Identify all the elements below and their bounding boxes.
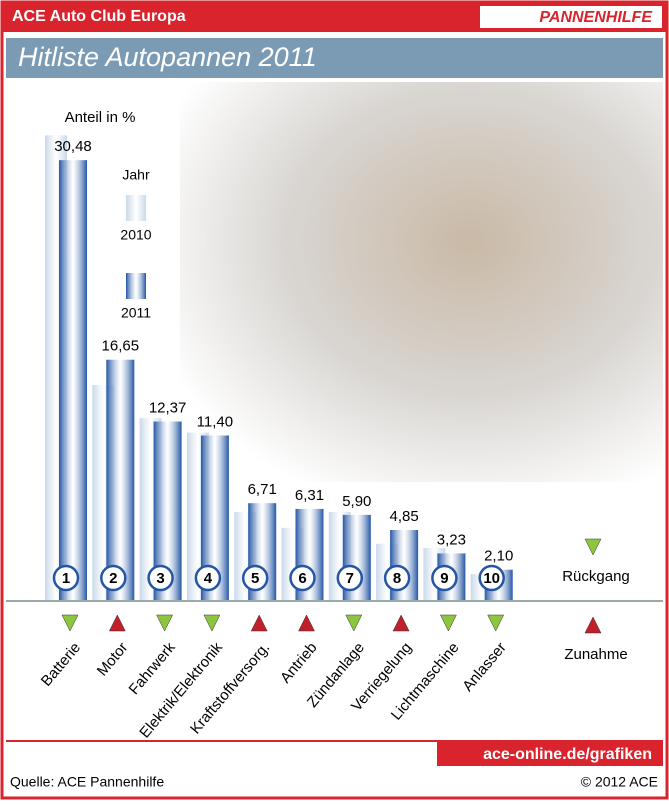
- trend-marker: [298, 614, 315, 632]
- rank: 7: [346, 570, 354, 587]
- bar-2011: [59, 160, 87, 601]
- rank-badge: [147, 564, 174, 592]
- trend-legend-marker: [584, 538, 602, 556]
- rank-badge: [100, 564, 127, 592]
- photo: [180, 82, 663, 482]
- section-box: [480, 6, 662, 28]
- value-label: 2,10: [484, 548, 513, 565]
- value-label: 6,31: [295, 487, 324, 504]
- trend-marker: [392, 614, 410, 632]
- trend-legend-label: Rückgang: [562, 568, 630, 585]
- rank: 4: [204, 570, 213, 587]
- value-label: 3,23: [437, 531, 466, 548]
- legend-title: Jahr: [122, 167, 150, 183]
- value-label: 11,40: [197, 413, 233, 430]
- value-label: 4,85: [389, 508, 418, 525]
- trend-marker: [61, 614, 79, 632]
- legend-swatch: [126, 273, 146, 299]
- rank: 2: [109, 570, 117, 587]
- section: PANNENHILFE: [539, 9, 653, 26]
- value-label: 5,90: [342, 493, 371, 510]
- rank-badge: [478, 564, 505, 592]
- legend-swatch: [126, 195, 146, 221]
- rank: 8: [393, 570, 401, 587]
- legend-label: 2011: [121, 305, 151, 321]
- trend-marker: [250, 614, 268, 632]
- copyright: © 2012 ACE: [581, 774, 658, 790]
- value-label: 16,65: [102, 338, 140, 355]
- trend-legend-label: Zunahme: [564, 646, 627, 663]
- value-label: 30,48: [54, 138, 92, 155]
- value-label: 6,71: [248, 481, 277, 498]
- trend-legend-marker: [584, 616, 602, 634]
- rank-badge: [336, 564, 364, 592]
- rank-badge: [431, 564, 458, 592]
- rank-badge: [52, 564, 80, 592]
- rank: 1: [62, 570, 70, 587]
- source: Quelle: ACE Pannenhilfe: [10, 774, 164, 790]
- title-bar: [6, 38, 663, 78]
- trend-marker: [108, 614, 126, 632]
- trend-marker: [439, 614, 457, 632]
- brand: ACE Auto Club Europa: [12, 8, 186, 25]
- footer-line: [6, 740, 663, 742]
- baseline: [6, 600, 663, 602]
- rank: 3: [156, 570, 164, 587]
- y-label: Anteil in %: [65, 109, 136, 126]
- legend-label: 2010: [120, 227, 151, 243]
- rank-badge: [289, 564, 316, 592]
- chart-title: Hitliste Autopannen 2011: [18, 42, 317, 72]
- rank: 5: [251, 570, 259, 587]
- rank: 10: [483, 570, 500, 587]
- rank-badge: [194, 564, 222, 592]
- rank: 9: [440, 570, 448, 587]
- rank: 6: [298, 570, 306, 587]
- trend-marker: [345, 614, 363, 632]
- rank-badge: [383, 564, 411, 592]
- trend-marker: [203, 614, 221, 632]
- url-box: [437, 742, 663, 766]
- value-label: 12,37: [149, 399, 187, 416]
- trend-marker: [156, 614, 174, 632]
- rank-badge: [241, 564, 269, 592]
- bar-2011: [106, 359, 135, 600]
- trend-marker: [487, 614, 505, 632]
- url: ace-online.de/grafiken: [483, 746, 652, 763]
